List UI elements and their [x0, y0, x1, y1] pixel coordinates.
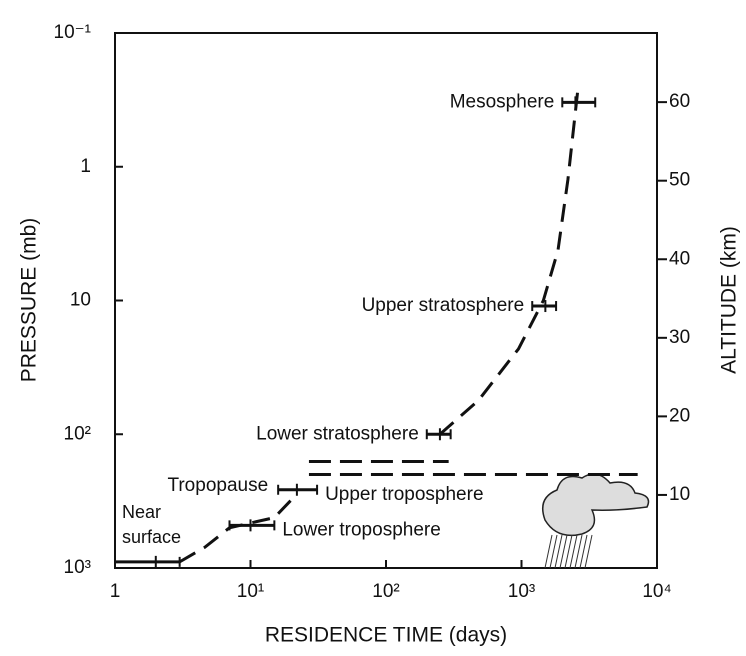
x-tick-label: 10⁴ — [642, 581, 671, 602]
x-tick-label: 1 — [110, 581, 121, 602]
y2-tick-label: 60 — [669, 91, 690, 112]
y2-tick-label: 50 — [669, 170, 690, 191]
profile-line — [180, 494, 297, 562]
region-label: Lower stratosphere — [256, 423, 419, 444]
y-tick-label: 10² — [64, 423, 91, 444]
x-axis-label: RESIDENCE TIME (days) — [265, 624, 507, 647]
cloud — [543, 474, 649, 535]
tropopause-label: Tropopause — [167, 475, 268, 496]
x-tick-label: 10³ — [508, 581, 535, 602]
profile-line — [440, 91, 578, 435]
x-tick-label: 10¹ — [237, 581, 264, 602]
region-label: Upper troposphere — [325, 484, 483, 505]
chart: RESIDENCE TIME (days) PRESSURE (mb) ALTI… — [0, 0, 746, 656]
page: {"chart_data": { "type": "errorbar", "x_… — [0, 0, 746, 656]
y2-axis-label: ALTITUDE (km) — [718, 226, 741, 374]
y-tick-label: 10 — [70, 290, 91, 311]
region-label: Mesosphere — [450, 91, 555, 112]
y2-tick-label: 20 — [669, 405, 690, 426]
region-label: Lower troposphere — [282, 519, 440, 540]
y-tick-label: 10⁻¹ — [54, 22, 92, 43]
x-tick-label: 10² — [372, 581, 399, 602]
region-label: Upper stratosphere — [362, 295, 525, 316]
rain — [545, 535, 592, 568]
y-tick-label: 10³ — [64, 557, 91, 578]
y2-tick-label: 30 — [669, 327, 690, 348]
near-surface-label: Near surface — [122, 500, 194, 550]
y2-tick-label: 10 — [669, 484, 690, 505]
y2-tick-label: 40 — [669, 248, 690, 269]
y-tick-label: 1 — [80, 156, 91, 177]
y-axis-label: PRESSURE (mb) — [18, 218, 41, 383]
